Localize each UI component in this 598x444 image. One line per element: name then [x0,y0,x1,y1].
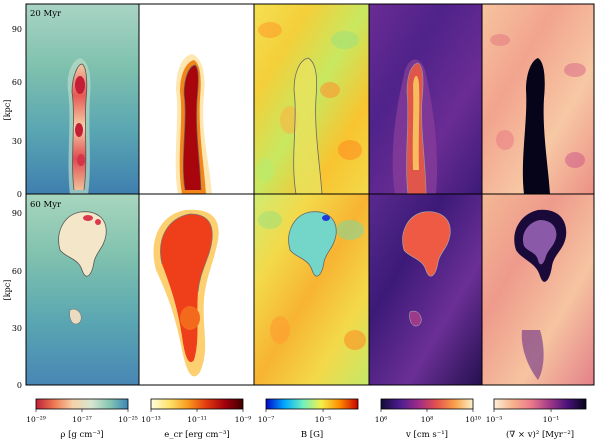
panel-density-60myr: 60 Myr [25,193,140,386]
colorbar-label: e_cr [erg cm⁻³] [164,430,229,440]
colorbar-ramp [493,398,587,410]
row-20myr: 20 Myr [25,3,595,195]
colorbar-tick-label: 10⁻²⁷ [72,415,92,424]
colorbar-ramp [35,398,129,410]
panel-vorticity-20myr [481,3,595,195]
colorbar-tick-label: 10⁻⁷ [258,415,275,424]
colorbar-tick-label: 10⁻²⁵ [118,415,138,424]
colorbar-tick-label: 10⁻²⁹ [26,415,46,424]
y-axis-title-top: [kpc] [3,100,12,121]
colorbar-tick-label: 10⁻¹ [543,415,560,424]
time-label-60myr: 60 Myr [30,200,62,210]
panel-density-20myr: 20 Myr [25,3,140,195]
panel-ecr-60myr [138,193,255,386]
colorbar-2: 10⁻⁷ 10⁻⁵ B [G] [258,398,359,440]
panel-bfield-60myr [253,193,370,386]
colorbar-label: v [cm s⁻¹] [405,430,448,440]
colorbar-0: 10⁻²⁹ 10⁻²⁷ 10⁻²⁵ ρ [g cm⁻³] [26,398,138,440]
colorbar-tick-label: 10⁻¹¹ [187,415,207,424]
colorbar-label: ρ [g cm⁻³] [60,430,103,440]
ytick-bottom-60: 60 [12,267,22,276]
colorbars: 10⁻²⁹ 10⁻²⁷ 10⁻²⁵ ρ [g cm⁻³] 10⁻¹³ 10⁻¹¹ 10⁻⁹ e… [26,398,587,440]
ytick-bottom-30: 30 [12,324,22,333]
colorbar-tick-label: 10⁻³ [486,415,503,424]
panel-bfield-20myr [253,3,370,195]
colorbar-1: 10⁻¹³ 10⁻¹¹ 10⁻⁹ e_cr [erg cm⁻³] [141,398,252,440]
ytick-top-30: 30 [12,137,22,146]
ytick-top-90: 90 [12,25,22,34]
colorbar-tick-label: 10⁶ [375,415,388,424]
y-axis-title-bottom: [kpc] [3,280,12,301]
colorbar-tick-label: 10⁻⁵ [315,415,332,424]
colorbar-tick-label: 10⁻¹³ [141,415,161,424]
colorbar-tick-label: 10⁻⁹ [235,415,252,424]
colorbar-tick-label: 10¹⁰ [465,415,481,424]
panel-vorticity-60myr [481,193,595,386]
colorbar-label: (∇ × v)² [Myr⁻²] [506,429,574,440]
time-label-20myr: 20 Myr [30,9,62,19]
colorbar-3: 10⁶ 10⁸ 10¹⁰ v [cm s⁻¹] [375,398,481,440]
panel-velocity-60myr [368,193,483,386]
ytick-top-60: 60 [12,78,22,87]
colorbar-label: B [G] [301,430,323,440]
colorbar-tick-label: 10⁸ [421,415,434,424]
ytick-bottom-90: 90 [12,209,22,218]
colorbar-ramp [380,398,474,410]
row-60myr: 60 Myr [25,193,595,386]
colorbar-4: 10⁻³ 10⁻¹ (∇ × v)² [Myr⁻²] [486,398,587,440]
ytick-top-0: 0 [17,190,22,199]
ytick-bottom-0: 0 [17,381,22,390]
colorbar-ramp [150,398,244,410]
panel-ecr-20myr [138,3,255,195]
colorbar-ramp [265,398,359,410]
panel-velocity-20myr [368,3,483,195]
